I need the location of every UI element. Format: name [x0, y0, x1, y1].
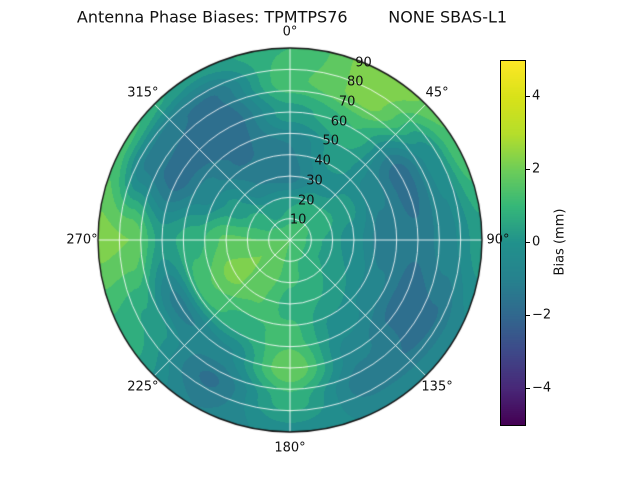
- colorbar-tick-label: −4: [532, 380, 552, 396]
- colorbar-gradient: [500, 60, 526, 426]
- radial-tick-label: 90: [355, 55, 372, 71]
- radial-tick-label: 20: [298, 193, 315, 209]
- colorbar-tick-label: 4: [532, 88, 541, 104]
- colorbar-label: Bias (mm): [552, 208, 568, 276]
- azimuth-tick-label: 315°: [127, 85, 159, 101]
- azimuth-tick-label: 135°: [421, 379, 453, 395]
- radial-tick-label: 80: [347, 74, 364, 90]
- colorbar-tick-mark: [526, 96, 530, 97]
- azimuth-tick-label: 270°: [66, 232, 98, 248]
- radial-tick-label: 50: [322, 133, 340, 149]
- radial-tick-label: 30: [306, 173, 323, 189]
- colorbar-tick-label: 0: [532, 234, 541, 250]
- colorbar-tick-mark: [526, 169, 530, 170]
- azimuth-tick-label: 90°: [486, 232, 510, 248]
- colorbar-tick-label: −2: [532, 307, 552, 323]
- polar-contour-plot: [90, 40, 490, 440]
- azimuth-tick-label: 225°: [127, 379, 159, 395]
- radial-tick-label: 10: [289, 212, 307, 228]
- azimuth-tick-label: 45°: [425, 85, 449, 101]
- chart-title: Antenna Phase Biases: TPMTPS76 NONE SBAS…: [76, 7, 508, 27]
- radial-tick-label: 60: [330, 114, 348, 130]
- radial-tick-label: 40: [314, 153, 331, 169]
- colorbar-tick-label: 2: [532, 161, 541, 177]
- radial-tick-label: 70: [338, 94, 356, 110]
- colorbar-tick-mark: [526, 242, 530, 243]
- azimuth-tick-label: 0°: [282, 24, 298, 40]
- colorbar-tick-mark: [526, 315, 530, 316]
- colorbar-tick-mark: [526, 388, 530, 389]
- azimuth-tick-label: 180°: [274, 440, 306, 456]
